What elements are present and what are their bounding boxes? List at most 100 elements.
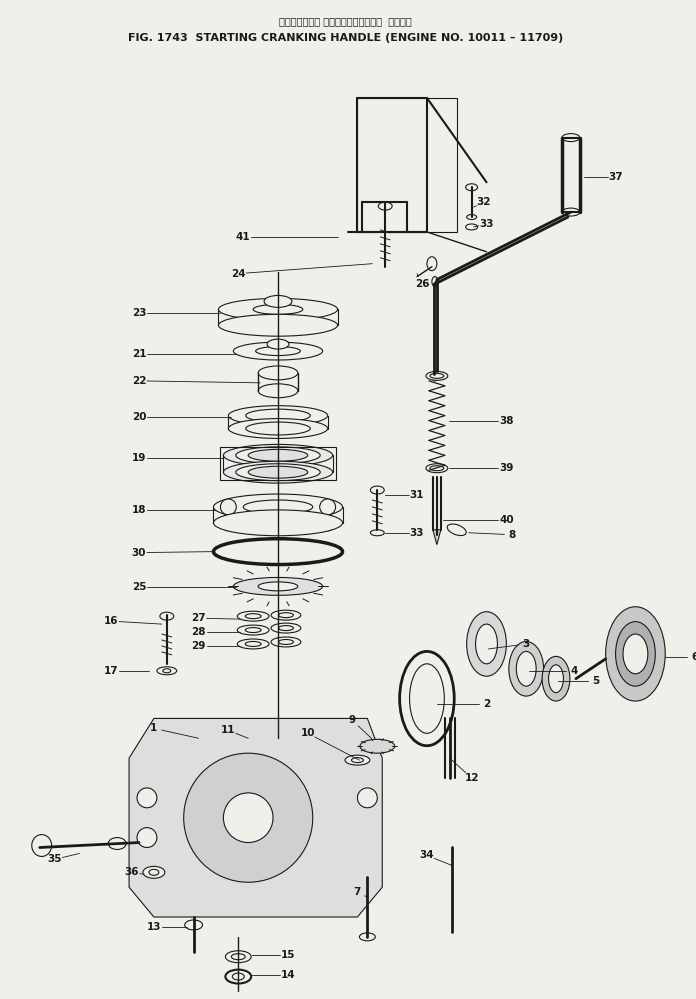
Ellipse shape — [400, 651, 454, 745]
Text: 7: 7 — [354, 887, 361, 897]
Ellipse shape — [430, 374, 444, 379]
Ellipse shape — [255, 347, 301, 356]
Ellipse shape — [466, 215, 477, 220]
Ellipse shape — [228, 419, 328, 439]
Circle shape — [319, 500, 335, 514]
Ellipse shape — [231, 954, 245, 960]
Ellipse shape — [149, 869, 159, 875]
Ellipse shape — [509, 641, 544, 696]
Ellipse shape — [244, 500, 313, 513]
Text: 41: 41 — [236, 232, 251, 242]
Ellipse shape — [246, 410, 310, 422]
Ellipse shape — [108, 837, 126, 849]
Circle shape — [221, 500, 237, 514]
Text: 9: 9 — [349, 715, 356, 725]
Text: 21: 21 — [132, 349, 146, 359]
Ellipse shape — [219, 315, 338, 337]
Ellipse shape — [236, 464, 320, 481]
Ellipse shape — [219, 299, 338, 321]
Ellipse shape — [228, 406, 328, 426]
Ellipse shape — [233, 342, 323, 360]
Text: 33: 33 — [480, 219, 493, 229]
Text: スターティング クランキングハンドル  適用号機: スターティング クランキングハンドル 適用号機 — [279, 16, 412, 26]
Ellipse shape — [562, 134, 580, 142]
Text: 19: 19 — [132, 454, 146, 464]
Ellipse shape — [615, 621, 656, 686]
Ellipse shape — [562, 208, 580, 216]
Text: 33: 33 — [410, 527, 425, 537]
Ellipse shape — [233, 577, 323, 595]
Ellipse shape — [606, 606, 665, 701]
Text: 29: 29 — [191, 641, 206, 651]
Ellipse shape — [278, 612, 294, 617]
Text: 20: 20 — [132, 412, 146, 422]
Ellipse shape — [236, 447, 320, 464]
Text: 5: 5 — [592, 675, 599, 685]
Text: 35: 35 — [47, 854, 62, 864]
Ellipse shape — [214, 509, 342, 535]
Ellipse shape — [409, 663, 444, 733]
Ellipse shape — [379, 202, 392, 210]
Text: 10: 10 — [301, 728, 315, 738]
Text: 3: 3 — [523, 639, 530, 649]
Circle shape — [221, 514, 237, 530]
Ellipse shape — [370, 529, 384, 535]
Ellipse shape — [214, 495, 342, 519]
Text: 38: 38 — [499, 416, 514, 426]
Text: 28: 28 — [191, 627, 206, 637]
Circle shape — [184, 753, 313, 882]
Ellipse shape — [246, 422, 310, 435]
Ellipse shape — [432, 277, 438, 287]
Ellipse shape — [248, 467, 308, 479]
Ellipse shape — [245, 641, 261, 646]
Circle shape — [319, 514, 335, 530]
Text: 11: 11 — [221, 725, 236, 735]
Text: 32: 32 — [476, 197, 491, 207]
Ellipse shape — [264, 296, 292, 308]
Ellipse shape — [237, 625, 269, 635]
Ellipse shape — [351, 757, 363, 762]
Polygon shape — [129, 718, 382, 917]
Text: 24: 24 — [231, 269, 246, 279]
Circle shape — [137, 827, 157, 847]
Text: 30: 30 — [132, 547, 146, 557]
Ellipse shape — [370, 487, 384, 495]
Ellipse shape — [163, 668, 171, 672]
Text: 8: 8 — [509, 529, 516, 539]
Text: 27: 27 — [191, 613, 206, 623]
Ellipse shape — [360, 739, 395, 753]
Ellipse shape — [466, 184, 477, 191]
Ellipse shape — [623, 634, 648, 673]
Ellipse shape — [267, 339, 289, 349]
Ellipse shape — [271, 623, 301, 633]
Text: 1: 1 — [150, 723, 157, 733]
Ellipse shape — [214, 538, 342, 564]
Ellipse shape — [516, 651, 536, 686]
Text: 16: 16 — [104, 616, 118, 626]
Ellipse shape — [278, 639, 294, 644]
Text: 26: 26 — [415, 279, 429, 289]
Ellipse shape — [466, 611, 507, 676]
Ellipse shape — [426, 464, 448, 473]
Ellipse shape — [359, 933, 375, 941]
Text: 36: 36 — [125, 867, 139, 877]
Ellipse shape — [258, 384, 298, 398]
Text: 15: 15 — [280, 950, 295, 960]
Ellipse shape — [226, 951, 251, 963]
Ellipse shape — [278, 625, 294, 630]
Text: 17: 17 — [104, 665, 118, 675]
Ellipse shape — [245, 627, 261, 632]
Text: 2: 2 — [483, 698, 490, 708]
Ellipse shape — [271, 610, 301, 620]
Text: 23: 23 — [132, 309, 146, 319]
Circle shape — [358, 788, 377, 808]
Text: 6: 6 — [691, 652, 696, 662]
Polygon shape — [433, 529, 441, 544]
Text: 31: 31 — [410, 491, 425, 500]
Ellipse shape — [466, 224, 477, 230]
Text: 37: 37 — [608, 172, 623, 182]
Ellipse shape — [475, 624, 498, 663]
Ellipse shape — [426, 372, 448, 381]
Ellipse shape — [237, 639, 269, 649]
Circle shape — [223, 793, 273, 842]
